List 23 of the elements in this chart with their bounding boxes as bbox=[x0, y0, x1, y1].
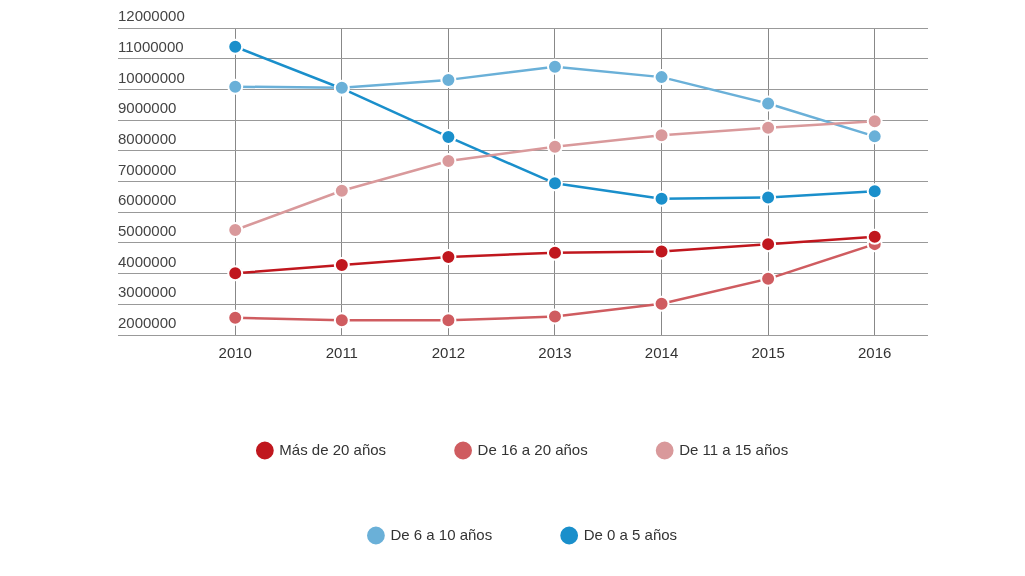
x-tick-label: 2013 bbox=[538, 344, 572, 362]
legend-label: De 6 a 10 años bbox=[390, 525, 493, 543]
legend-label: De 16 a 20 años bbox=[477, 440, 588, 458]
x-tick-label: 2011 bbox=[325, 344, 358, 362]
y-tick-label: 11000000 bbox=[118, 37, 184, 55]
x-tick-label: 2012 bbox=[431, 344, 466, 362]
y-tick-label: 9000000 bbox=[118, 99, 177, 117]
x-tick-label: 2010 bbox=[218, 344, 252, 362]
legend-label: De 11 a 15 años bbox=[679, 440, 789, 458]
y-tick-label: 6000000 bbox=[118, 191, 177, 209]
x-tick-label: 2014 bbox=[644, 344, 679, 362]
y-tick-label: 12000000 bbox=[118, 7, 185, 25]
y-tick-label: 7000000 bbox=[118, 160, 177, 178]
y-tick-label: 5000000 bbox=[118, 222, 177, 240]
y-tick-label: 3000000 bbox=[118, 283, 177, 301]
y-tick-label: 8000000 bbox=[118, 129, 177, 147]
x-tick-label: 2015 bbox=[751, 344, 785, 362]
x-tick-label: 2016 bbox=[858, 344, 892, 362]
y-tick-label: 2000000 bbox=[118, 314, 177, 332]
legend-label: De 0 a 5 años bbox=[583, 525, 678, 543]
legend-label: Más de 20 años bbox=[279, 440, 387, 458]
y-tick-label: 4000000 bbox=[118, 252, 177, 270]
y-tick-label: 10000000 bbox=[118, 68, 185, 86]
